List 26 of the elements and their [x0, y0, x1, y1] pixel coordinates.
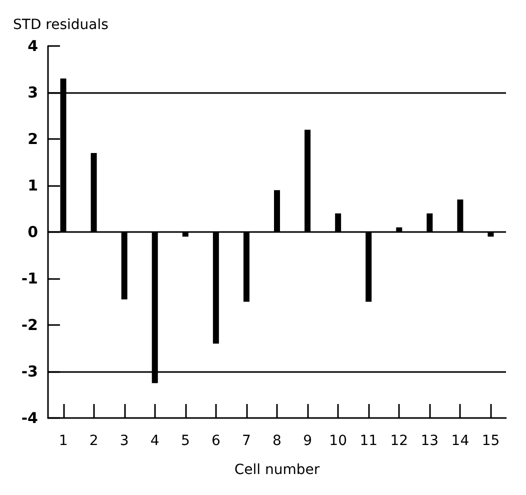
- x-axis-title: Cell number: [234, 462, 320, 478]
- y-tick-label: -3: [21, 362, 38, 380]
- x-tick-label: 4: [150, 433, 160, 449]
- y-tick-label: 2: [28, 130, 38, 148]
- x-tick-label: 6: [211, 433, 220, 449]
- x-tick-label: 5: [180, 433, 190, 449]
- x-tick-label: 13: [420, 433, 439, 449]
- x-tick-label: 8: [272, 433, 282, 449]
- y-tick-label: 1: [28, 176, 38, 194]
- y-tick-label: 3: [28, 84, 38, 102]
- x-tick-label: 14: [451, 433, 470, 449]
- y-tick-label: -1: [21, 270, 38, 288]
- x-tick-label: 15: [482, 433, 500, 449]
- x-tick-label: 10: [329, 433, 347, 449]
- x-tick-label: 7: [242, 433, 251, 449]
- y-tick-label: -4: [21, 409, 38, 427]
- x-tick-label: 2: [89, 433, 98, 449]
- y-axis-title: STD residuals: [13, 17, 108, 33]
- x-tick-label: 12: [390, 433, 408, 449]
- x-tick-label: 3: [120, 433, 129, 449]
- x-tick-label: 1: [58, 433, 68, 449]
- x-tick-label: 11: [360, 433, 378, 449]
- y-tick-label: 4: [28, 37, 38, 55]
- y-tick-label: -2: [21, 316, 38, 334]
- x-tick-label: 9: [303, 433, 312, 449]
- y-tick-label: 0: [28, 223, 38, 241]
